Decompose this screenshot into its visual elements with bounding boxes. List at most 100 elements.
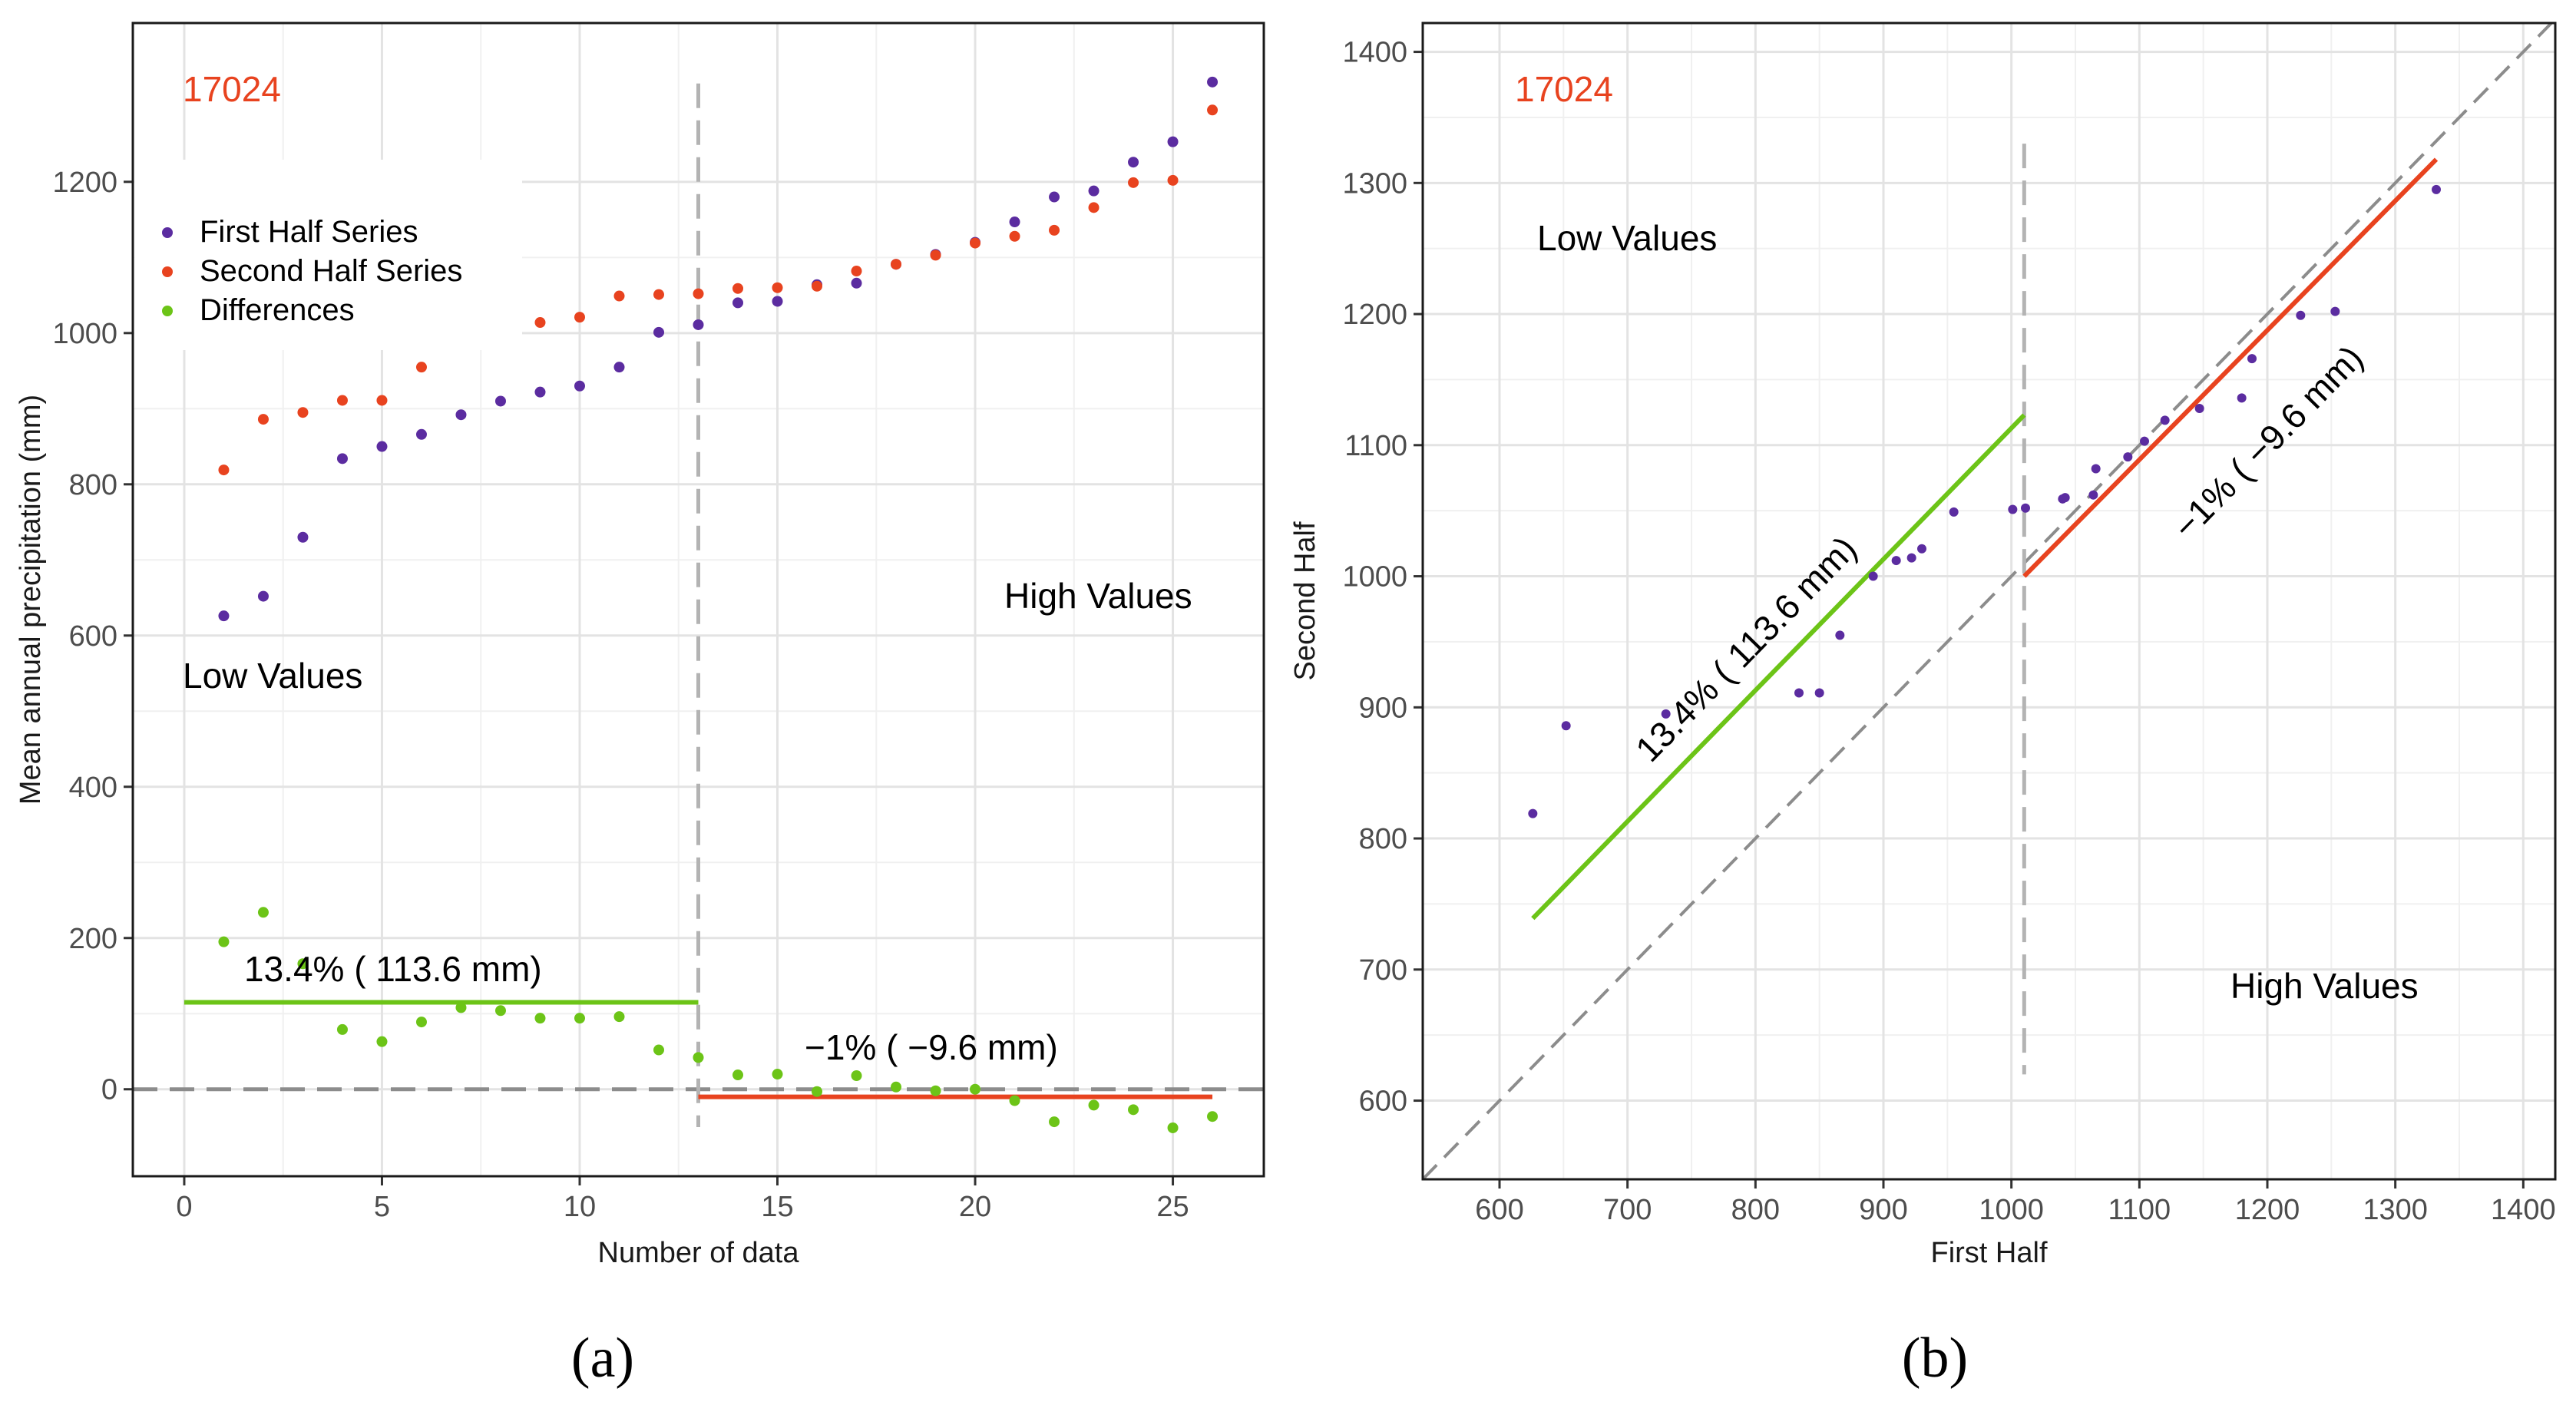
x-tick-label: 5 [374,1191,390,1223]
second-half-point [613,290,625,302]
panel-b-chart: 600 700 800 900 1000 1100 1200 1300 1400 600 700 80… [1289,21,2557,1269]
second-half-point [653,289,664,300]
legend: First Half Series Second Half Series Diffe… [134,160,522,350]
y-tick-label: 1000 [1342,561,1407,593]
half-series-point [1906,553,1916,563]
first-half-point [415,428,427,440]
y-tick-label: 200 [69,923,117,955]
half-series-point [2247,354,2257,364]
x-tick-label: 1100 [2108,1194,2171,1226]
second-half-point [1088,202,1100,213]
high-values-trend-line [2022,157,2439,578]
x-tick-label: 15 [761,1191,793,1223]
y-tick-label: 800 [1359,823,1407,855]
panel-b-border [1421,21,2557,1181]
y-tick-label: 900 [1359,692,1407,724]
second-half-point [693,288,704,299]
second-half-point [376,395,388,406]
x-tick-label: 700 [1603,1194,1652,1226]
legend-entry-label: Differences [200,293,355,327]
panel-b-low-values-label: Low Values [1537,218,1717,258]
first-half-point [1128,157,1139,168]
second-half-point [1207,104,1219,116]
half-series-point [1949,507,1959,517]
first-half-point [1049,191,1060,203]
difference-point [218,936,230,947]
first-half-point [574,380,585,392]
panel-b-trend-lines [1531,157,2439,921]
y-tick-label: 400 [69,772,117,804]
first-half-point [653,326,664,338]
panel-a-caption-label: (a) [571,1327,634,1390]
panel-a-chart: 0 5 10 15 20 25 0 200 400 600 800 1000 1200 First Ha… [15,21,1265,1269]
difference-point [772,1069,783,1080]
low-values-trend-line [1531,413,2026,921]
panel-b-caption-label: (b) [1902,1327,1968,1390]
y-tick-label: 600 [69,620,117,653]
y-tick-label: 600 [1359,1086,1407,1118]
difference-point [1167,1122,1179,1133]
half-series-point [2432,184,2441,194]
second-half-point [218,465,230,476]
x-tick-label: 1400 [2491,1194,2556,1226]
second-half-point [772,282,783,293]
half-series-point [2140,436,2149,446]
panel-a-station-id: 17024 [183,69,281,109]
panel-b-station-id: 17024 [1515,69,1613,109]
second-half-point [1049,224,1060,236]
second-half-point [574,312,585,323]
first-half-point [732,297,744,309]
legend-key-marker [162,266,173,277]
difference-point [812,1086,823,1097]
difference-point [1009,1095,1020,1106]
half-series-point [2194,404,2204,413]
legend-key-marker [162,227,173,238]
second-half-point [970,237,981,249]
panel-a-x-axis-title: Number of data [598,1237,800,1269]
y-tick-label: 1200 [52,167,117,199]
difference-point [534,1013,546,1024]
difference-point [494,1005,506,1017]
first-half-point [1167,136,1179,147]
x-tick-label: 900 [1859,1194,1907,1226]
half-series-point [2330,306,2340,316]
half-series-point [1917,544,1926,554]
half-series-point [2021,503,2030,513]
second-half-point [1009,230,1020,242]
x-tick-label: 800 [1731,1194,1780,1226]
y-tick-label: 800 [69,469,117,501]
second-half-point [336,395,348,406]
panel-a-trend-lines [184,1000,1213,1099]
second-half-point [812,280,823,292]
difference-point [732,1070,744,1081]
half-series-point [1868,571,1878,581]
half-series-point [2008,504,2018,514]
difference-point [1088,1099,1100,1111]
difference-point [455,1002,467,1013]
half-series-point [2060,493,2070,503]
difference-point [415,1017,427,1028]
panel-a-border [131,21,1265,1178]
second-half-point [930,250,941,261]
second-half-point [1167,174,1179,186]
second-half-point [851,266,862,277]
panel-b-x-axis-title: First Half [1931,1237,2048,1269]
difference-point [653,1044,664,1056]
first-half-point [613,362,625,373]
second-half-point [891,259,902,270]
x-tick-label: 1300 [2363,1194,2428,1226]
difference-point [336,1023,348,1035]
difference-point [1207,1111,1219,1122]
legend-entry-label: First Half Series [200,215,418,249]
difference-point [930,1085,941,1096]
first-half-point [218,610,230,622]
panel-a-low-trend-label: 13.4% ( 113.6 mm) [244,949,542,989]
y-tick-label: 1000 [52,318,117,350]
panel-a-low-values-label: Low Values [183,656,362,696]
difference-point [257,907,269,918]
half-series-point [1835,630,1845,640]
first-half-point [494,395,506,407]
panel-a-tick-labels: 0 5 10 15 20 25 0 200 400 600 800 1000 1200 [52,167,1189,1223]
first-half-point [772,296,783,307]
